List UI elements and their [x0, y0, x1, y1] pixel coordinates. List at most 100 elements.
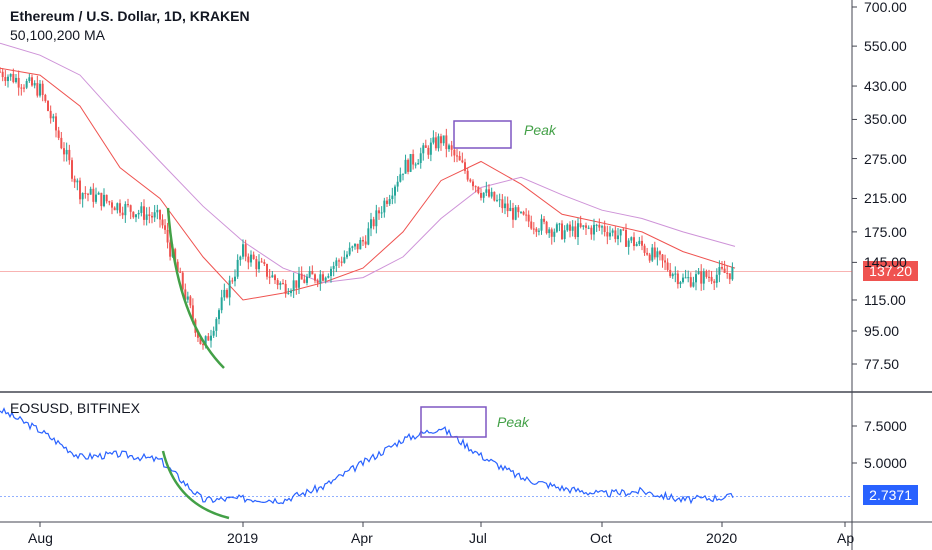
y-tick-label: 145.00	[864, 254, 907, 271]
candle-body	[36, 83, 39, 96]
candle-body	[23, 87, 25, 89]
candle-body	[726, 272, 729, 274]
candle-body	[279, 283, 282, 285]
candle-body	[414, 164, 417, 166]
candle-body	[585, 225, 587, 228]
candle-body	[124, 204, 127, 216]
eos-price-line	[0, 407, 734, 505]
candle-body	[674, 273, 677, 275]
lower-panel-label: EOSUSD, BITFINEX	[10, 400, 140, 416]
candle-body	[1, 71, 4, 78]
candle-body	[359, 239, 362, 250]
candle-body	[95, 194, 97, 202]
candle-body	[383, 200, 386, 213]
candle-body	[290, 290, 292, 294]
candle-body	[184, 289, 187, 300]
candle-body	[651, 247, 654, 261]
candle-body	[140, 206, 143, 213]
candle-body	[606, 231, 609, 237]
candle-body	[73, 178, 76, 183]
candle-body	[298, 273, 300, 288]
peak-box-bottom	[420, 406, 487, 438]
candle-body	[148, 214, 151, 216]
candle-body	[731, 267, 734, 280]
candle-body	[480, 192, 482, 198]
last-price-tag: 137.20	[863, 261, 918, 281]
candle-body	[63, 148, 65, 155]
candle-body	[611, 230, 614, 233]
candle-body	[330, 268, 332, 277]
candle-body	[314, 274, 316, 281]
candle-body	[287, 293, 290, 295]
candle-body	[569, 224, 571, 231]
candle-body	[292, 280, 295, 291]
candle-body	[100, 192, 103, 207]
candle-body	[121, 212, 124, 216]
candle-body	[362, 239, 364, 242]
candle-body	[364, 241, 367, 245]
candle-body	[252, 254, 255, 260]
candle-body	[399, 174, 402, 182]
candle-body	[145, 214, 148, 220]
candle-body	[338, 260, 340, 262]
y-tick-label: 350.00	[864, 111, 907, 128]
candle-body	[191, 305, 194, 320]
candle-body	[223, 289, 226, 298]
candle-body	[31, 77, 33, 86]
x-tick-label: 2020	[706, 530, 738, 546]
candle-body	[517, 207, 520, 213]
candle-body	[530, 221, 533, 229]
candle-body	[55, 116, 57, 131]
candle-body	[648, 254, 651, 261]
candle-body	[386, 200, 388, 204]
candle-body	[52, 116, 55, 119]
candle-body	[630, 237, 633, 241]
candle-body	[212, 330, 215, 336]
candle-body	[702, 271, 705, 284]
candle-body	[728, 273, 731, 280]
candle-body	[540, 218, 543, 231]
eos-y-tick-label: 5.0000	[864, 455, 907, 471]
candle-body	[653, 247, 656, 258]
ma-100-line	[0, 42, 736, 284]
candle-body	[308, 271, 311, 277]
peak-annotation-top: Peak	[524, 122, 556, 138]
candle-body	[332, 265, 335, 269]
y-tick-label: 115.00	[864, 291, 906, 308]
candle-body	[306, 276, 308, 283]
y-tick-label: 700.00	[864, 0, 907, 15]
candle-body	[482, 192, 485, 198]
candle-body	[545, 221, 548, 234]
candle-body	[284, 283, 287, 294]
candle-body	[372, 219, 375, 227]
candle-body	[553, 231, 556, 237]
candle-body	[593, 224, 595, 235]
ma-50-line	[0, 67, 736, 301]
candle-body	[404, 159, 407, 174]
candle-body	[522, 211, 525, 215]
candle-body	[679, 282, 682, 285]
candle-body	[260, 261, 263, 263]
candle-body	[504, 203, 506, 209]
candle-body	[351, 246, 354, 248]
candle-body	[638, 240, 641, 245]
candle-body	[132, 211, 135, 218]
candle-body	[164, 225, 167, 230]
candle-body	[226, 289, 228, 298]
candle-body	[153, 212, 156, 218]
candle-body	[196, 332, 199, 338]
candle-body	[65, 149, 68, 155]
candle-body	[370, 219, 372, 229]
candle-body	[512, 207, 514, 220]
candle-body	[179, 271, 182, 273]
candle-body	[633, 237, 635, 247]
candle-body	[595, 224, 598, 226]
candle-body	[340, 261, 343, 263]
candle-body	[274, 275, 276, 281]
candle-body	[574, 226, 577, 238]
candle-body	[440, 136, 442, 144]
candle-body	[151, 215, 153, 218]
candle-body	[445, 135, 448, 150]
candle-body	[0, 71, 1, 73]
